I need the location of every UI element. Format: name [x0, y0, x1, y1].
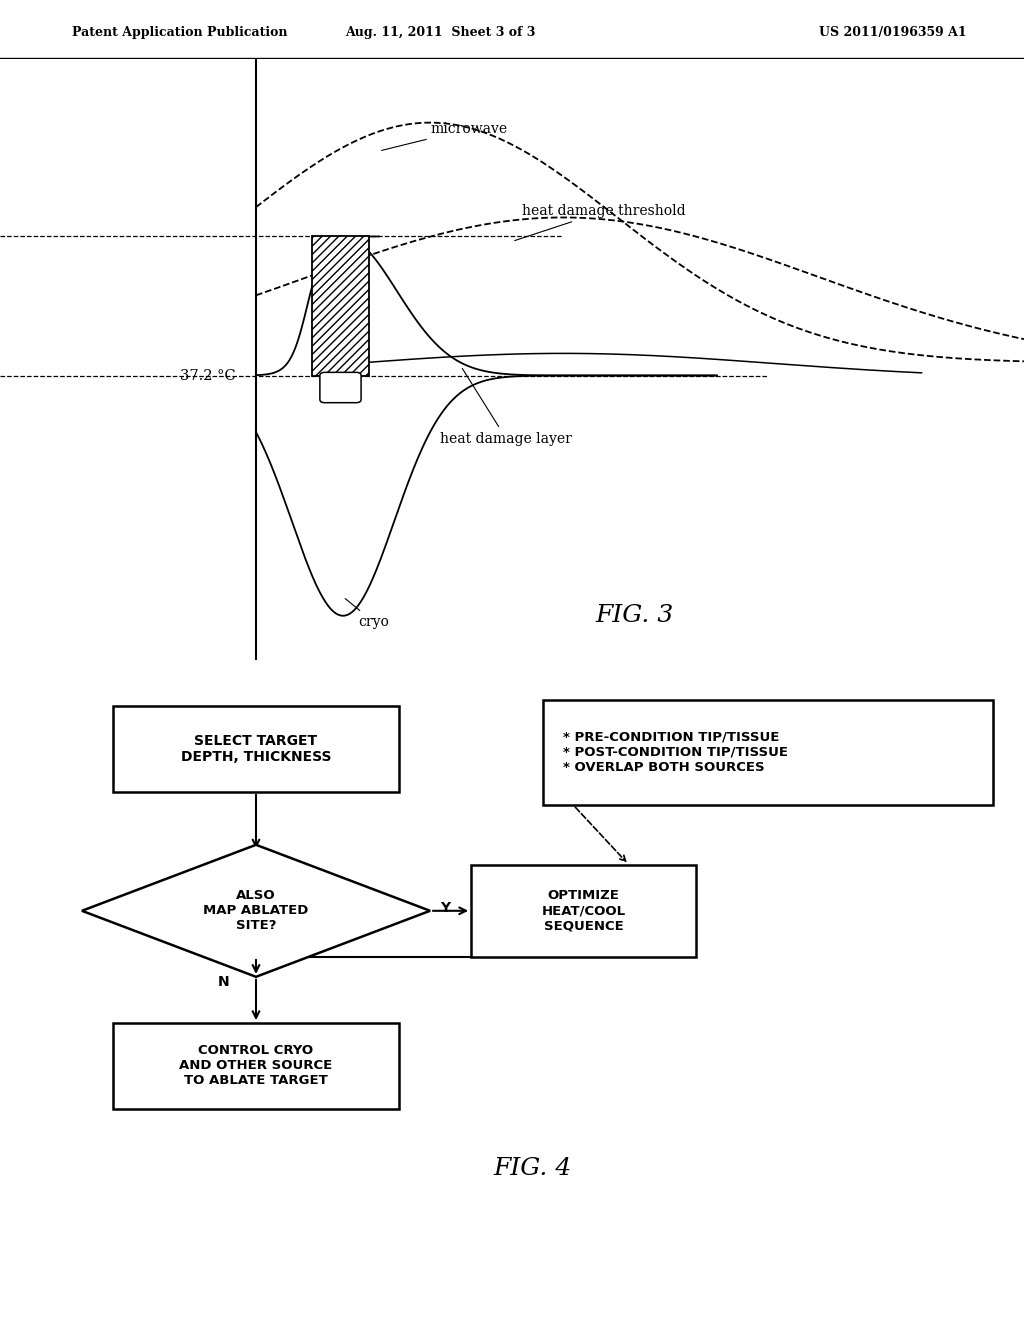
Text: US 2011/0196359 A1: US 2011/0196359 A1 — [819, 26, 967, 40]
Text: heat damage layer: heat damage layer — [440, 368, 572, 446]
Text: N: N — [217, 975, 229, 989]
Text: 37.2 °C: 37.2 °C — [180, 368, 236, 383]
Polygon shape — [82, 845, 430, 977]
Text: * PRE-CONDITION TIP/TISSUE
* POST-CONDITION TIP/TISSUE
* OVERLAP BOTH SOURCES: * PRE-CONDITION TIP/TISSUE * POST-CONDIT… — [563, 731, 788, 774]
Bar — [113, 1023, 399, 1109]
Text: Patent Application Publication: Patent Application Publication — [72, 26, 287, 40]
Text: SELECT TARGET
DEPTH, THICKNESS: SELECT TARGET DEPTH, THICKNESS — [181, 734, 331, 764]
Text: FIG. 4: FIG. 4 — [494, 1156, 571, 1180]
Text: CONTROL CRYO
AND OTHER SOURCE
TO ABLATE TARGET: CONTROL CRYO AND OTHER SOURCE TO ABLATE … — [179, 1044, 333, 1088]
Text: OPTIMIZE
HEAT/COOL
SEQUENCE: OPTIMIZE HEAT/COOL SEQUENCE — [542, 890, 626, 932]
Bar — [113, 706, 399, 792]
Text: cryo: cryo — [345, 598, 389, 630]
Text: Y: Y — [440, 900, 451, 915]
Text: heat damage threshold: heat damage threshold — [515, 205, 686, 240]
Text: Aug. 11, 2011  Sheet 3 of 3: Aug. 11, 2011 Sheet 3 of 3 — [345, 26, 536, 40]
Bar — [543, 700, 993, 805]
Text: ALSO
MAP ABLATED
SITE?: ALSO MAP ABLATED SITE? — [204, 890, 308, 932]
Bar — [471, 865, 696, 957]
Text: FIG. 3: FIG. 3 — [596, 605, 674, 627]
Text: microwave: microwave — [382, 121, 507, 150]
FancyBboxPatch shape — [319, 372, 361, 403]
Bar — [312, 236, 369, 375]
